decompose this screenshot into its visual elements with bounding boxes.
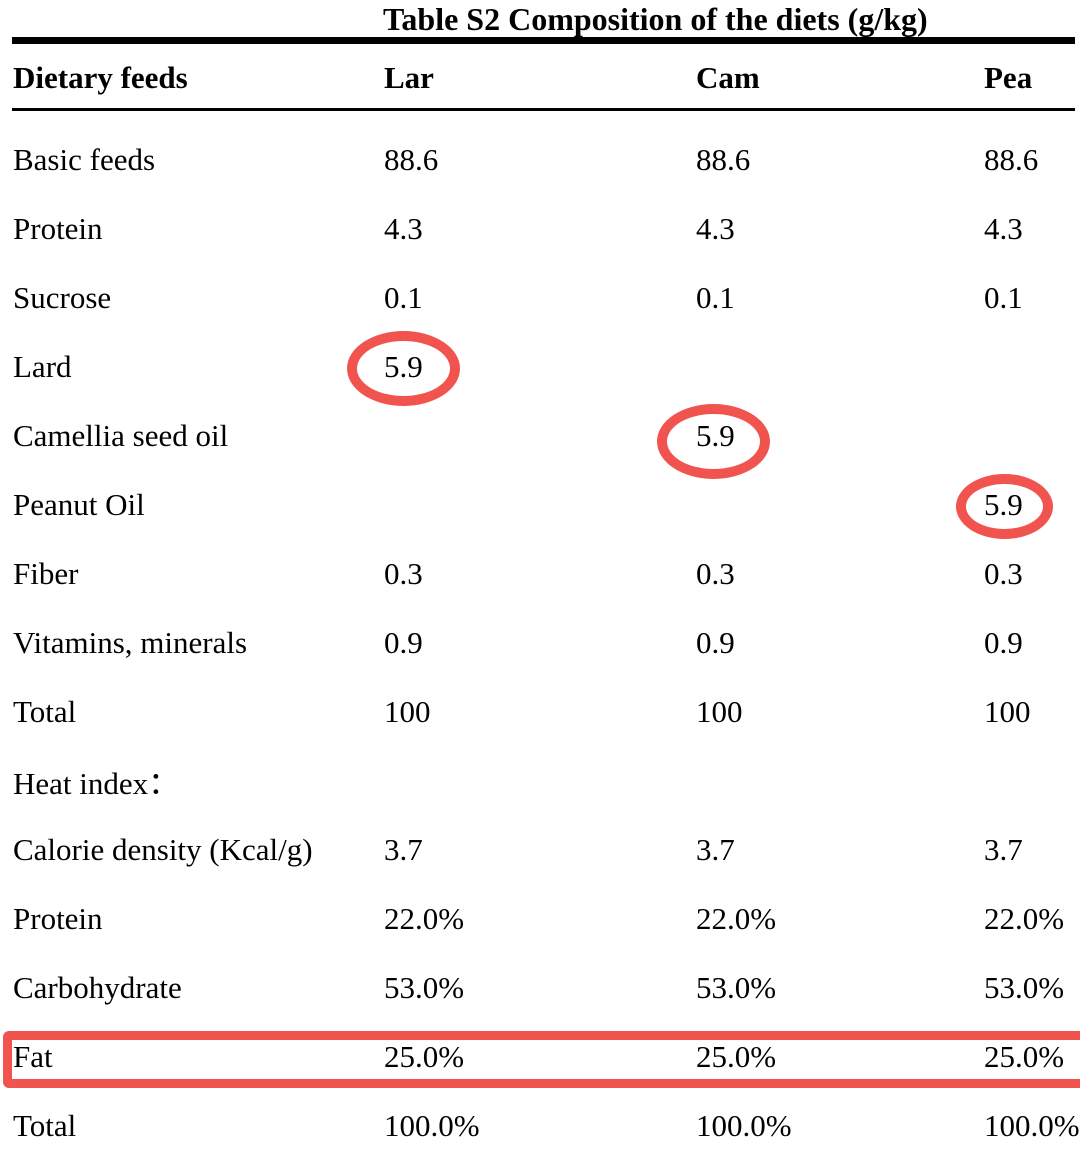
row-label: Sucrose [13,279,112,315]
table-row: Lard 5.9 [13,332,1080,401]
row-label: Basic feeds [13,141,156,177]
value-cell-pea: 88.6 [984,141,1039,177]
value-cell-cam: 100 [696,693,743,729]
table-row: Basic feeds 88.6 88.6 88.6 [13,125,1080,194]
row-label: Fat [13,1038,53,1074]
value-cell-cam: 25.0% [696,1038,777,1074]
value-cell-lar: 0.1 [384,279,423,315]
value-cell-lar: 3.7 [384,831,423,867]
column-header-dietary-feeds: Dietary feeds [13,60,188,95]
top-rule [12,37,1075,44]
row-label: Protein [13,900,103,936]
value-cell-cam: 88.6 [696,141,751,177]
row-label: Calorie density (Kcal/g) [13,831,313,867]
value-cell-lar: 0.9 [384,624,423,660]
table-row: Camellia seed oil 5.9 [13,401,1080,470]
column-header-pea: Pea [984,60,1033,95]
row-label: Protein [13,210,103,246]
row-label: Lard [13,348,72,384]
header-rule [12,108,1075,111]
value-cell-pea: 100 [984,693,1031,729]
red-ellipse-annotation-lard [347,331,460,406]
column-header-cam: Cam [696,60,760,95]
table-row: Carbohydrate 53.0% 53.0% 53.0% [13,953,1080,1022]
table-row: Calorie density (Kcal/g) 3.7 3.7 3.7 [13,815,1080,884]
value-cell-pea: 53.0% [984,969,1065,1005]
value-cell-pea: 22.0% [984,900,1065,936]
value-cell-pea: 100.0% [984,1107,1080,1143]
value-cell-cam: 0.3 [696,555,735,591]
value-cell-cam: 53.0% [696,969,777,1005]
value-cell-lar: 88.6 [384,141,439,177]
row-label: Total [13,1107,77,1143]
table-body: Basic feeds 88.6 88.6 88.6 Protein 4.3 4… [13,125,1080,1151]
row-label: Peanut Oil [13,486,145,522]
table-row: Protein 4.3 4.3 4.3 [13,194,1080,263]
table-row: Heat index： [13,746,1080,815]
row-label: Vitamins, minerals [13,624,248,660]
row-label: Heat index： [13,766,180,801]
value-cell-lar: 22.0% [384,900,465,936]
row-label: Carbohydrate [13,969,182,1005]
value-cell-pea: 0.9 [984,624,1023,660]
value-cell-pea: 25.0% [984,1038,1065,1074]
red-box-annotation-fat-row [3,1031,1080,1088]
value-cell-lar: 0.3 [384,555,423,591]
table-row: Fiber 0.3 0.3 0.3 [13,539,1080,608]
value-cell-cam: 3.7 [696,831,735,867]
table-row: Vitamins, minerals 0.9 0.9 0.9 [13,608,1080,677]
red-ellipse-annotation-peanut [956,474,1053,539]
value-cell-pea: 3.7 [984,831,1023,867]
value-cell-pea: 0.1 [984,279,1023,315]
value-cell-cam: 4.3 [696,210,735,246]
value-cell-cam: 0.9 [696,624,735,660]
value-cell-cam: 22.0% [696,900,777,936]
table-row-fat: Fat 25.0% 25.0% 25.0% [13,1022,1080,1091]
table-row: Total 100 100 100 [13,677,1080,746]
table-row: Peanut Oil 5.9 [13,470,1080,539]
table-title: Table S2 Composition of the diets (g/kg) [383,1,928,37]
row-label: Fiber [13,555,79,591]
value-cell-lar: 4.3 [384,210,423,246]
table-row: Protein 22.0% 22.0% 22.0% [13,884,1080,953]
value-cell-lar: 25.0% [384,1038,465,1074]
column-header-lar: Lar [384,60,434,95]
value-cell-lar: 53.0% [384,969,465,1005]
value-cell-cam: 0.1 [696,279,735,315]
table-header-row: Dietary feeds Lar Cam Pea [13,48,1080,108]
value-cell-pea: 0.3 [984,555,1023,591]
value-cell-lar: 100.0% [384,1107,480,1143]
value-cell-lar: 100 [384,693,431,729]
table-row: Total 100.0% 100.0% 100.0% [13,1091,1080,1151]
value-cell-pea: 4.3 [984,210,1023,246]
row-label: Total [13,693,77,729]
table-row: Sucrose 0.1 0.1 0.1 [13,263,1080,332]
row-label: Camellia seed oil [13,417,229,453]
red-ellipse-annotation-camellia [657,404,770,479]
value-cell-cam: 100.0% [696,1107,792,1143]
